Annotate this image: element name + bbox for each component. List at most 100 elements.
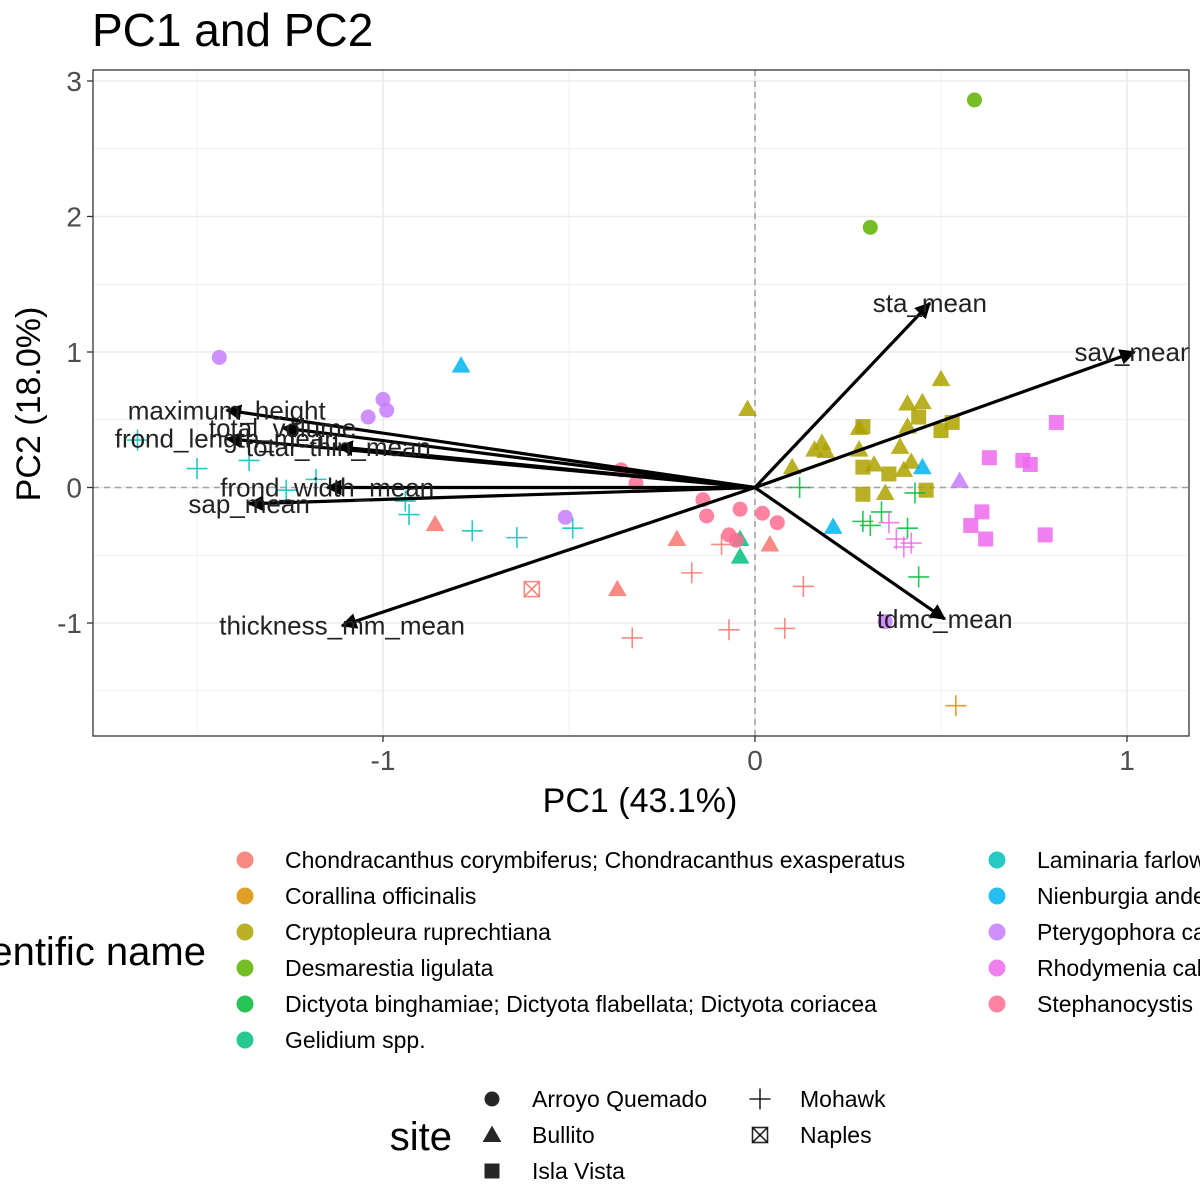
legend-entry: Rhodymenia californica — [1037, 955, 1200, 981]
x-tick-label: 1 — [1119, 745, 1135, 776]
data-point — [451, 356, 471, 373]
data-point — [728, 532, 744, 548]
data-point — [126, 429, 148, 451]
legend-key-boxed-x — [751, 1126, 769, 1144]
y-tick-label: -1 — [57, 608, 82, 639]
data-point — [950, 471, 969, 488]
data-point — [711, 533, 733, 555]
data-point — [557, 509, 573, 525]
data-point — [730, 547, 750, 564]
data-point — [506, 527, 528, 549]
data-point — [394, 490, 416, 512]
y-tick-label: 1 — [66, 337, 82, 368]
loading-label: maximum_height — [128, 395, 327, 425]
chart-title: PC1 and PC2 — [92, 4, 373, 56]
plot-panel: sta_mean sav_mean tdmc_mean thickness_mm_me… — [57, 66, 1194, 776]
data-point — [621, 627, 643, 649]
data-point — [732, 501, 748, 517]
legend-key-circle — [236, 887, 254, 905]
loading-arrow — [225, 404, 756, 490]
legend-key-circle — [236, 959, 254, 977]
data-point — [607, 579, 627, 597]
data-point — [963, 517, 979, 533]
loading-label: total_thin_mean — [246, 432, 431, 462]
legend-entry: Bullito — [532, 1122, 595, 1148]
data-point — [870, 501, 892, 523]
data-point — [904, 482, 926, 504]
legend-entry: Gelidium spp. — [285, 1027, 426, 1053]
data-point — [875, 483, 895, 500]
legend-key-circle — [236, 995, 254, 1013]
data-point — [855, 459, 871, 475]
loading-label: frond_length_mean — [115, 424, 339, 454]
legend-entry: Dictyota binghamiae; Dictyota flabellata… — [285, 991, 877, 1017]
legend-entry: Stephanocystis osmundacea — [1037, 991, 1200, 1017]
data-point — [1037, 527, 1053, 543]
loading-label: sav_mean — [1074, 337, 1194, 367]
loading-label: total_volume — [209, 413, 356, 443]
legend-entry: Arroyo Quemado — [532, 1086, 707, 1112]
data-point — [425, 514, 445, 532]
legend-entry: Nienburgia andersoniana — [1037, 883, 1200, 909]
data-point — [562, 517, 584, 539]
data-point — [699, 508, 715, 524]
data-point — [890, 437, 910, 454]
data-point — [360, 409, 376, 425]
legend-key-circle — [988, 887, 1006, 905]
legend-entry: Desmarestia ligulata — [285, 955, 494, 981]
loading-label: sta_mean — [873, 288, 987, 318]
data-point — [379, 402, 395, 418]
data-point — [792, 575, 814, 597]
data-point — [398, 504, 420, 526]
data-point — [305, 468, 327, 490]
loading-arrows — [225, 302, 1136, 629]
x-tick-label: 0 — [747, 745, 763, 776]
legend-entry: Naples — [800, 1122, 872, 1148]
data-point — [186, 458, 208, 480]
legend-entry: Isla Vista — [532, 1158, 625, 1184]
loading-label: tdmc_mean — [877, 604, 1013, 634]
data-point — [897, 517, 919, 539]
data-point — [738, 399, 757, 416]
data-point — [238, 449, 260, 471]
data-point — [789, 477, 811, 498]
panel-border — [92, 69, 1190, 737]
x-tick-label: -1 — [371, 745, 396, 776]
data-point — [816, 441, 836, 458]
data-points — [126, 92, 1064, 717]
legend-key-square — [484, 1163, 500, 1179]
data-point — [913, 392, 932, 410]
x-axis-title: PC1 (43.1%) — [543, 782, 738, 820]
data-point — [931, 369, 951, 387]
data-point — [898, 417, 917, 434]
data-point — [978, 531, 994, 547]
data-point — [966, 92, 982, 108]
data-point — [211, 349, 227, 365]
legend-entry: Chondracanthus corymbiferus; Chondracant… — [285, 847, 905, 873]
y-tick-label: 2 — [66, 202, 82, 233]
loading-arrow — [280, 421, 756, 490]
data-point — [774, 617, 796, 639]
loading-label: frond_width_mean — [220, 473, 434, 503]
data-point — [859, 514, 881, 536]
data-point — [823, 517, 843, 534]
legend-key-circle — [236, 1031, 254, 1049]
loading-labels: sta_mean sav_mean tdmc_mean thickness_mm_me… — [115, 288, 1194, 640]
data-point — [878, 512, 900, 534]
legend-entry: Cryptopleura ruprechtiana — [285, 919, 551, 945]
data-point — [981, 450, 997, 466]
legend-site: site Arroyo Quemado Bullito Isla Vista Mohaw… — [390, 1086, 886, 1184]
data-point — [718, 619, 740, 641]
data-point — [855, 486, 871, 502]
loading-label: sap_mean — [188, 489, 309, 519]
legend-key-circle — [236, 923, 254, 941]
y-axis-title: PC2 (18.0%) — [10, 307, 48, 502]
data-point — [461, 520, 483, 542]
data-point — [855, 419, 871, 435]
data-point — [769, 515, 785, 531]
loading-arrow — [754, 349, 1136, 490]
data-point — [681, 562, 703, 584]
data-point — [1048, 414, 1064, 430]
data-point — [901, 452, 921, 469]
data-point — [1022, 456, 1038, 472]
